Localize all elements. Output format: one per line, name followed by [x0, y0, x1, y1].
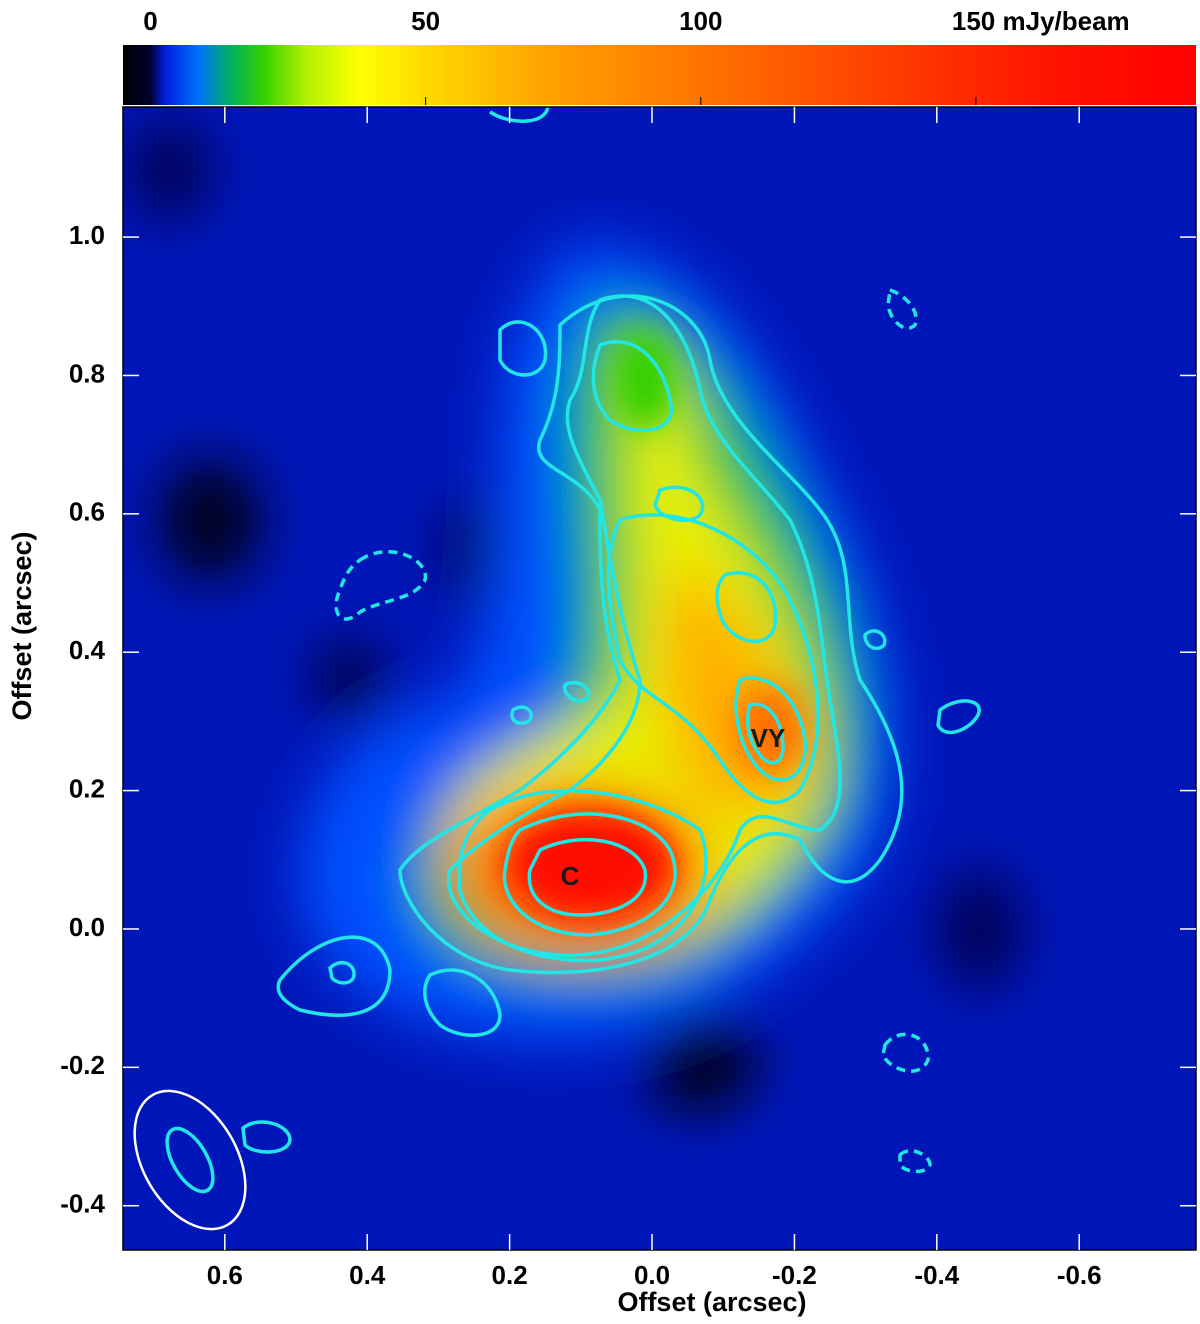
y-tick-label: 1.0 [69, 220, 105, 250]
colorbar [123, 45, 1196, 105]
y-tick-label: 0.8 [69, 358, 105, 388]
x-tick-label: 0.0 [634, 1260, 670, 1290]
colorbar-tick-label: 150 mJy/beam [952, 6, 1130, 36]
colorbar-tick-label: 0 [143, 6, 157, 36]
x-tick-label: 0.6 [207, 1260, 243, 1290]
colorbar-tick-label: 50 [411, 6, 440, 36]
beam [133, 1089, 247, 1231]
y-axis-label: Offset (arcsec) [7, 531, 37, 720]
x-tick-label: 0.4 [349, 1260, 386, 1290]
x-tick-label: 0.2 [492, 1260, 528, 1290]
x-tick-label: -0.6 [1057, 1260, 1102, 1290]
y-tick-label: 0.6 [69, 497, 105, 527]
x-tick-label: -0.4 [914, 1260, 959, 1290]
plot-frame [122, 106, 1197, 1251]
annotation: C [561, 861, 580, 891]
emission-core [505, 330, 805, 920]
annotation: VY [751, 723, 786, 753]
contours [133, 107, 981, 1231]
colorbar-tick-label: 100 [679, 6, 722, 36]
image: C VY [123, 107, 1196, 1250]
y-tick-label: -0.4 [60, 1189, 105, 1219]
y-tick-label: 0.4 [69, 635, 106, 665]
y-tick-label: 0.0 [69, 912, 105, 942]
y-tick-label: 0.2 [69, 773, 105, 803]
y-tick-label: -0.2 [60, 1050, 105, 1080]
x-axis-label: Offset (arcsec) [617, 1287, 806, 1317]
x-tick-label: -0.2 [772, 1260, 817, 1290]
